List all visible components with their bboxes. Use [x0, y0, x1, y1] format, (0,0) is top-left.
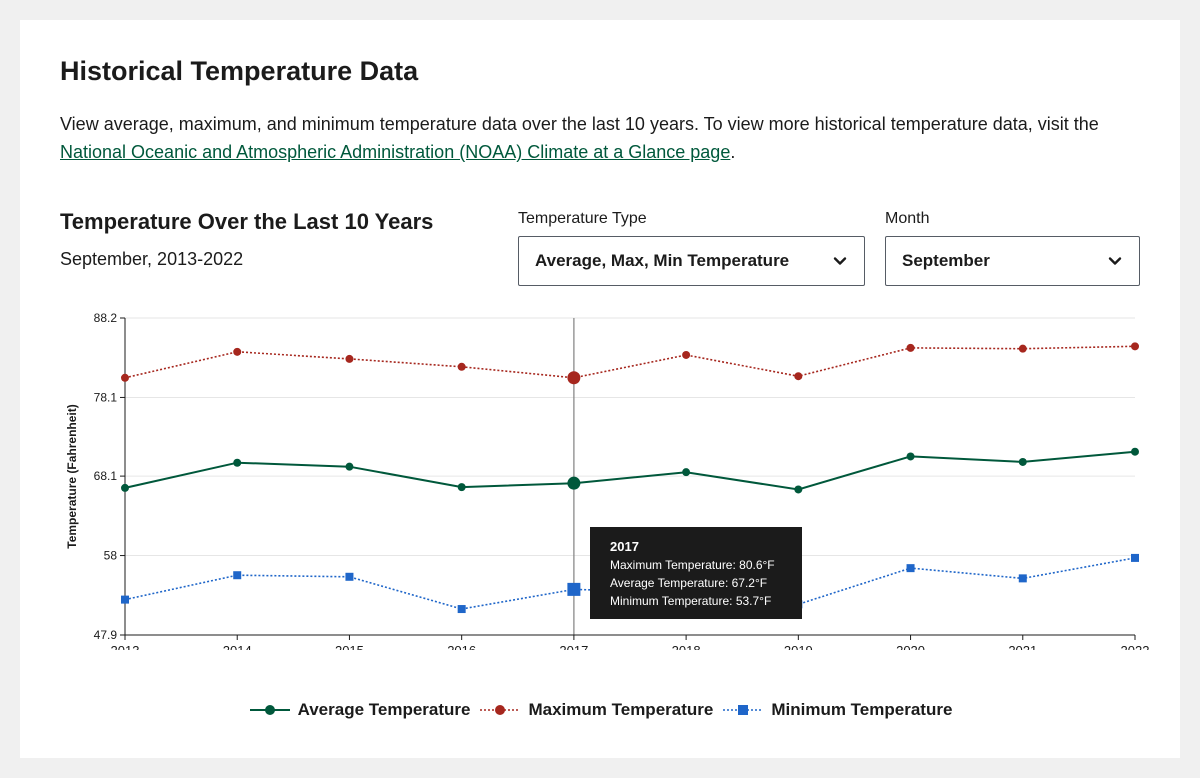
series-line-0	[124, 450, 1136, 491]
data-point-avg	[345, 462, 354, 471]
intro-paragraph: View average, maximum, and minimum tempe…	[60, 110, 1160, 166]
data-point-avg	[457, 483, 466, 492]
y-tick-label: 88.2	[94, 311, 118, 325]
x-tick-label: 2021	[1008, 643, 1037, 650]
x-tick-label: 2019	[784, 643, 813, 650]
series-line-1	[124, 345, 1136, 379]
data-point-avg	[233, 458, 242, 467]
data-point-avg	[1018, 457, 1027, 466]
chart-subtitle: September, 2013-2022	[60, 249, 244, 269]
data-point-max	[345, 354, 354, 363]
month-select[interactable]: September	[885, 236, 1140, 286]
data-point-avg	[121, 483, 129, 492]
x-tick-label: 2020	[896, 643, 925, 650]
chevron-down-icon	[1108, 257, 1122, 265]
legend-item: Minimum Temperature	[721, 700, 952, 720]
month-label: Month	[885, 210, 930, 227]
data-point-max	[1131, 342, 1139, 351]
x-tick-label: 2015	[335, 643, 364, 650]
data-point-min	[233, 571, 242, 580]
legend-label: Minimum Temperature	[771, 700, 953, 719]
x-tick-label: 2022	[1121, 643, 1150, 650]
x-tick-label: 2016	[447, 643, 476, 650]
legend-label: Maximum Temperature	[528, 700, 714, 719]
data-point-max	[233, 347, 242, 356]
intro-text: View average, maximum, and minimum tempe…	[60, 114, 1099, 134]
tooltip-max-line: Maximum Temperature: 80.6°F	[610, 558, 775, 572]
chart-legend: Average Temperature Maximum Temperature Mi…	[20, 700, 1180, 720]
temperature-type-value: Average, Max, Min Temperature	[535, 251, 790, 270]
legend-swatch	[249, 705, 290, 715]
month-value: September	[902, 251, 990, 270]
x-tick-label: 2013	[111, 643, 140, 650]
data-point-avg	[1131, 447, 1139, 456]
chart-tooltip: 2017 Maximum Temperature: 80.6°F Average…	[590, 527, 802, 619]
y-tick-label: 68.1	[94, 469, 118, 483]
y-tick-label: 47.9	[94, 628, 118, 642]
intro-period: .	[730, 142, 736, 162]
data-point-min	[1018, 574, 1027, 583]
legend-label: Average Temperature	[297, 700, 471, 719]
chevron-down-icon	[833, 257, 847, 265]
temperature-type-select[interactable]: Average, Max, Min Temperature	[518, 236, 865, 286]
legend-swatch	[723, 705, 764, 715]
tooltip-year: 2017	[610, 539, 639, 554]
data-point-min	[1131, 553, 1139, 562]
data-point-min	[345, 572, 354, 581]
data-point-avg	[567, 476, 581, 490]
data-point-max	[794, 372, 803, 381]
data-point-max	[906, 343, 915, 352]
tooltip-avg-line: Average Temperature: 67.2°F	[610, 576, 768, 590]
data-point-min	[121, 595, 129, 604]
legend-item: Maximum Temperature	[478, 700, 713, 720]
data-point-min	[906, 564, 915, 573]
tooltip-min-line: Minimum Temperature: 53.7°F	[610, 594, 772, 608]
data-point-min	[567, 582, 581, 596]
y-tick-label: 78.1	[94, 390, 118, 404]
x-tick-label: 2018	[672, 643, 701, 650]
data-point-max	[457, 362, 466, 371]
y-axis-label: Temperature (Fahrenheit)	[65, 404, 79, 548]
x-tick-label: 2017	[559, 643, 588, 650]
temperature-type-label: Temperature Type	[518, 210, 647, 227]
data-point-max	[1018, 344, 1027, 353]
x-tick-label: 2014	[223, 643, 252, 650]
data-point-avg	[794, 485, 803, 494]
data-point-max	[567, 371, 581, 385]
data-point-avg	[682, 468, 691, 477]
data-point-min	[457, 605, 466, 614]
legend-item: Average Temperature	[248, 700, 471, 720]
data-point-max	[121, 373, 129, 382]
y-tick-label: 58	[104, 549, 118, 563]
data-point-avg	[906, 452, 915, 461]
chart-title: Temperature Over the Last 10 Years	[60, 209, 434, 234]
noaa-link[interactable]: National Oceanic and Atmospheric Adminis…	[60, 142, 731, 162]
data-point-max	[682, 350, 691, 359]
page-title: Historical Temperature Data	[60, 56, 419, 86]
legend-swatch	[480, 705, 521, 715]
content-card: Historical Temperature Data View average…	[20, 20, 1180, 758]
